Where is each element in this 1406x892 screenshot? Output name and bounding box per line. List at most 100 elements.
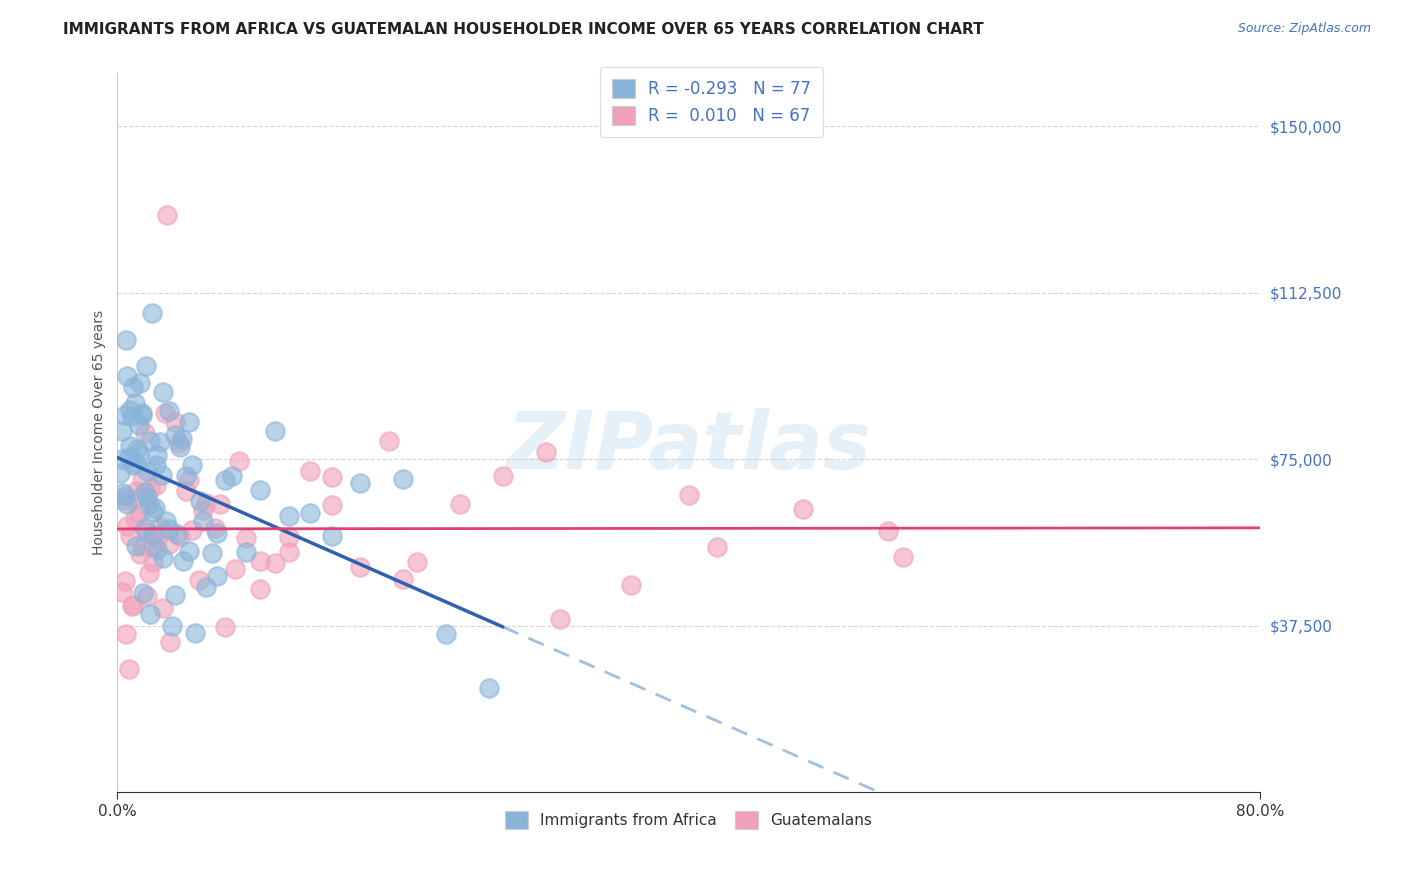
- Point: [134, 484, 156, 499]
- Point: [149, 520, 172, 534]
- Point: [114, 574, 136, 588]
- Point: [434, 626, 457, 640]
- Point: [114, 408, 136, 422]
- Point: [114, 489, 136, 503]
- Point: [235, 531, 257, 545]
- Point: [177, 416, 200, 430]
- Point: [149, 434, 172, 449]
- Point: [139, 607, 162, 621]
- Point: [131, 408, 153, 422]
- Point: [155, 514, 177, 528]
- Point: [124, 395, 146, 409]
- Point: [132, 540, 155, 554]
- Point: [299, 464, 322, 478]
- Point: [157, 403, 180, 417]
- Point: [129, 376, 152, 391]
- Point: [139, 434, 162, 449]
- Point: [157, 522, 180, 536]
- Point: [136, 490, 159, 504]
- Point: [131, 406, 153, 420]
- Point: [128, 507, 150, 521]
- Point: [118, 662, 141, 676]
- Point: [263, 556, 285, 570]
- Point: [392, 573, 415, 587]
- Point: [145, 478, 167, 492]
- Point: [224, 561, 246, 575]
- Point: [142, 528, 165, 542]
- Point: [321, 498, 343, 512]
- Point: [129, 547, 152, 561]
- Point: [139, 482, 162, 496]
- Point: [122, 458, 145, 473]
- Text: ZIPatlas: ZIPatlas: [506, 408, 872, 486]
- Point: [169, 440, 191, 454]
- Point: [146, 542, 169, 557]
- Point: [191, 514, 214, 528]
- Point: [170, 432, 193, 446]
- Point: [117, 497, 139, 511]
- Point: [159, 634, 181, 648]
- Point: [177, 543, 200, 558]
- Point: [136, 464, 159, 478]
- Point: [263, 425, 285, 439]
- Point: [146, 448, 169, 462]
- Point: [277, 508, 299, 523]
- Point: [877, 524, 900, 538]
- Point: [112, 493, 135, 508]
- Point: [127, 491, 149, 505]
- Point: [163, 588, 186, 602]
- Point: [548, 611, 571, 625]
- Point: [277, 545, 299, 559]
- Point: [110, 466, 132, 480]
- Point: [174, 469, 197, 483]
- Point: [392, 472, 415, 486]
- Point: [112, 486, 135, 500]
- Point: [143, 501, 166, 516]
- Point: [174, 484, 197, 499]
- Point: [111, 424, 134, 438]
- Point: [792, 502, 814, 516]
- Point: [142, 539, 165, 553]
- Point: [128, 445, 150, 459]
- Point: [377, 434, 399, 448]
- Point: [142, 505, 165, 519]
- Point: [321, 529, 343, 543]
- Point: [249, 554, 271, 568]
- Point: [124, 511, 146, 525]
- Point: [125, 456, 148, 470]
- Point: [249, 483, 271, 497]
- Point: [152, 551, 174, 566]
- Point: [207, 569, 229, 583]
- Point: [135, 524, 157, 539]
- Point: [138, 497, 160, 511]
- Point: [180, 458, 202, 472]
- Point: [167, 436, 190, 450]
- Point: [125, 539, 148, 553]
- Point: [249, 582, 271, 596]
- Point: [221, 469, 243, 483]
- Point: [166, 527, 188, 541]
- Point: [117, 519, 139, 533]
- Point: [204, 521, 226, 535]
- Legend: Immigrants from Africa, Guatemalans: Immigrants from Africa, Guatemalans: [499, 805, 879, 835]
- Point: [277, 530, 299, 544]
- Point: [146, 532, 169, 546]
- Point: [156, 208, 179, 222]
- Point: [152, 384, 174, 399]
- Point: [163, 427, 186, 442]
- Point: [188, 494, 211, 508]
- Point: [111, 452, 134, 467]
- Point: [349, 560, 371, 574]
- Point: [120, 529, 142, 543]
- Point: [534, 445, 557, 459]
- Point: [194, 580, 217, 594]
- Point: [125, 484, 148, 499]
- Point: [150, 467, 173, 482]
- Point: [299, 506, 322, 520]
- Point: [891, 550, 914, 565]
- Point: [120, 403, 142, 417]
- Point: [214, 620, 236, 634]
- Point: [136, 589, 159, 603]
- Point: [138, 566, 160, 581]
- Point: [321, 470, 343, 484]
